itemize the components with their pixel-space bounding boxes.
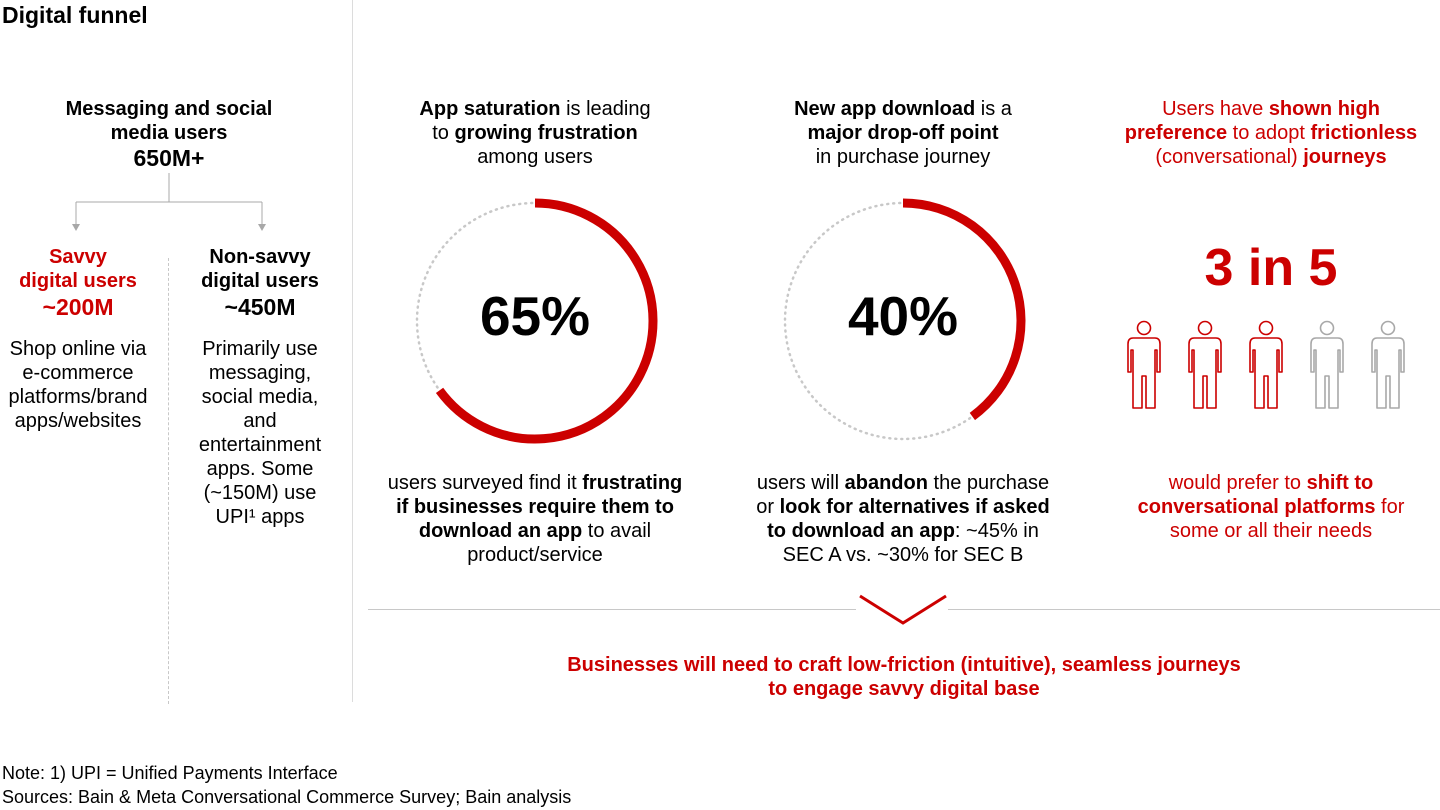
donut-arc xyxy=(435,198,658,444)
funnel-connector xyxy=(76,173,262,203)
col1-head-bold: App saturation xyxy=(419,98,561,120)
nonsavvy-desc-line: and xyxy=(243,410,277,432)
person-icon xyxy=(1249,320,1283,409)
donut-arc xyxy=(902,198,1026,421)
funnel-split-divider xyxy=(168,258,169,704)
col1-desc-bold: if businesses require them to xyxy=(396,496,674,518)
funnel-arrow-left xyxy=(72,202,80,231)
col3-desc-text: for xyxy=(1375,496,1405,518)
nonsavvy-users-group: Non-savvy digital users ~450M Primarily … xyxy=(184,245,336,529)
col2-desc-text: users will xyxy=(756,472,845,494)
col3-head-text: to adopt xyxy=(1227,122,1311,144)
page-title: Digital funnel xyxy=(2,2,148,28)
col3-heading: Users have shown high preference to adop… xyxy=(1096,97,1440,169)
col2-desc-bold: look for alternatives if asked xyxy=(779,496,1050,518)
col2-desc-text: : ~45% in xyxy=(954,520,1039,542)
col1-heading: App saturation is leading to growing fru… xyxy=(370,97,700,169)
savvy-description: Shop online via e-commerce platforms/bra… xyxy=(0,337,156,433)
funnel-top-label: Messaging and social xyxy=(65,98,273,120)
nonsavvy-desc-line: social media, xyxy=(201,386,319,408)
col3-desc-bold: shift to xyxy=(1306,472,1374,494)
col1-description: users surveyed find it frustrating if bu… xyxy=(360,471,710,567)
nonsavvy-desc-line: messaging, xyxy=(208,362,312,384)
divider-rule-left xyxy=(368,609,856,610)
sources: Sources: Bain & Meta Conversational Comm… xyxy=(2,787,572,807)
col3-desc-text: would prefer to xyxy=(1168,472,1307,494)
savvy-desc-line: platforms/brand xyxy=(8,386,148,408)
people-icon-row xyxy=(1124,320,1424,412)
col3-desc-bold: conversational platforms xyxy=(1137,496,1376,518)
person-icon xyxy=(1371,320,1405,409)
donut-chart-65 xyxy=(415,198,658,444)
col2-head-bold: New app download xyxy=(794,98,976,120)
col2-desc-text: or xyxy=(756,496,780,518)
nonsavvy-description: Primarily use messaging, social media, a… xyxy=(184,337,336,529)
col3-head-text: Users have xyxy=(1162,98,1269,120)
col3-head-bold: journeys xyxy=(1303,146,1387,168)
nonsavvy-desc-line: apps. Some xyxy=(206,458,314,480)
col1-desc-text: product/service xyxy=(467,544,603,566)
funnel-top-group: Messaging and social media users 650M+ xyxy=(20,97,318,172)
col1-head-text: among users xyxy=(477,146,593,168)
col2-head-text: in purchase journey xyxy=(815,146,991,168)
savvy-desc-line: Shop online via xyxy=(9,338,147,360)
col2-desc-text: the purchase xyxy=(927,472,1050,494)
col2-percent: 40% xyxy=(847,285,959,347)
col3-head-bold: frictionless xyxy=(1310,122,1418,144)
funnel-top-value: 650M+ xyxy=(133,145,205,171)
donut-chart-40 xyxy=(783,198,1026,441)
col1-desc-bold: frustrating xyxy=(582,472,683,494)
nonsavvy-desc-line: entertainment xyxy=(198,434,322,456)
nonsavvy-desc-line: (~150M) use xyxy=(203,482,317,504)
nonsavvy-desc-line: Primarily use xyxy=(202,338,318,360)
col1-desc-text: users surveyed find it xyxy=(387,472,583,494)
conclusion: Businesses will need to craft low-fricti… xyxy=(368,653,1440,701)
savvy-label: Savvy xyxy=(49,246,107,268)
col2-head-text: is a xyxy=(975,98,1012,120)
col3-description: would prefer to shift to conversational … xyxy=(1096,471,1440,543)
panel-separator xyxy=(352,0,353,702)
col1-head-bold: growing frustration xyxy=(454,122,638,144)
col2-desc-bold: abandon xyxy=(844,472,928,494)
savvy-label-2: digital users xyxy=(19,270,137,292)
nonsavvy-desc-line: UPI¹ apps xyxy=(215,506,305,528)
savvy-value: ~200M xyxy=(42,294,114,320)
funnel-arrow-right xyxy=(258,202,266,231)
col3-ratio: 3 in 5 xyxy=(1204,239,1338,297)
col3-desc-text: some or all their needs xyxy=(1169,520,1373,542)
conclusion-line: to engage savvy digital base xyxy=(768,678,1040,700)
divider-rule-right xyxy=(948,609,1440,610)
col3-head-text: (conversational) xyxy=(1155,146,1304,168)
footnote: Note: 1) UPI = Unified Payments Interfac… xyxy=(2,763,338,783)
person-icon xyxy=(1127,320,1161,409)
col2-desc-bold: to download an app xyxy=(767,520,955,542)
col2-desc-text: SEC A vs. ~30% for SEC B xyxy=(782,544,1024,566)
col1-head-text: to xyxy=(432,122,455,144)
nonsavvy-value: ~450M xyxy=(224,294,296,320)
col2-heading: New app download is a major drop-off poi… xyxy=(738,97,1068,169)
col3-head-bold: preference xyxy=(1124,122,1228,144)
savvy-desc-line: apps/websites xyxy=(14,410,142,432)
col2-head-bold: major drop-off point xyxy=(807,122,999,144)
col1-desc-bold: download an app xyxy=(418,520,583,542)
col1-desc-text: to avail xyxy=(582,520,652,542)
conclusion-line: Businesses will need to craft low-fricti… xyxy=(567,654,1241,676)
col1-head-text: is leading xyxy=(560,98,651,120)
nonsavvy-label: Non-savvy xyxy=(209,246,311,268)
savvy-users-group: Savvy digital users ~200M Shop online vi… xyxy=(0,245,156,433)
col1-percent: 65% xyxy=(479,285,591,347)
nonsavvy-label-2: digital users xyxy=(201,270,319,292)
col3-head-bold: shown high xyxy=(1268,98,1380,120)
col2-description: users will abandon the purchase or look … xyxy=(728,471,1078,567)
person-icon xyxy=(1188,320,1222,409)
person-icon xyxy=(1310,320,1344,409)
funnel-top-label-2: media users xyxy=(110,122,228,144)
chevron-down-icon xyxy=(859,594,947,625)
savvy-desc-line: e-commerce xyxy=(22,362,134,384)
